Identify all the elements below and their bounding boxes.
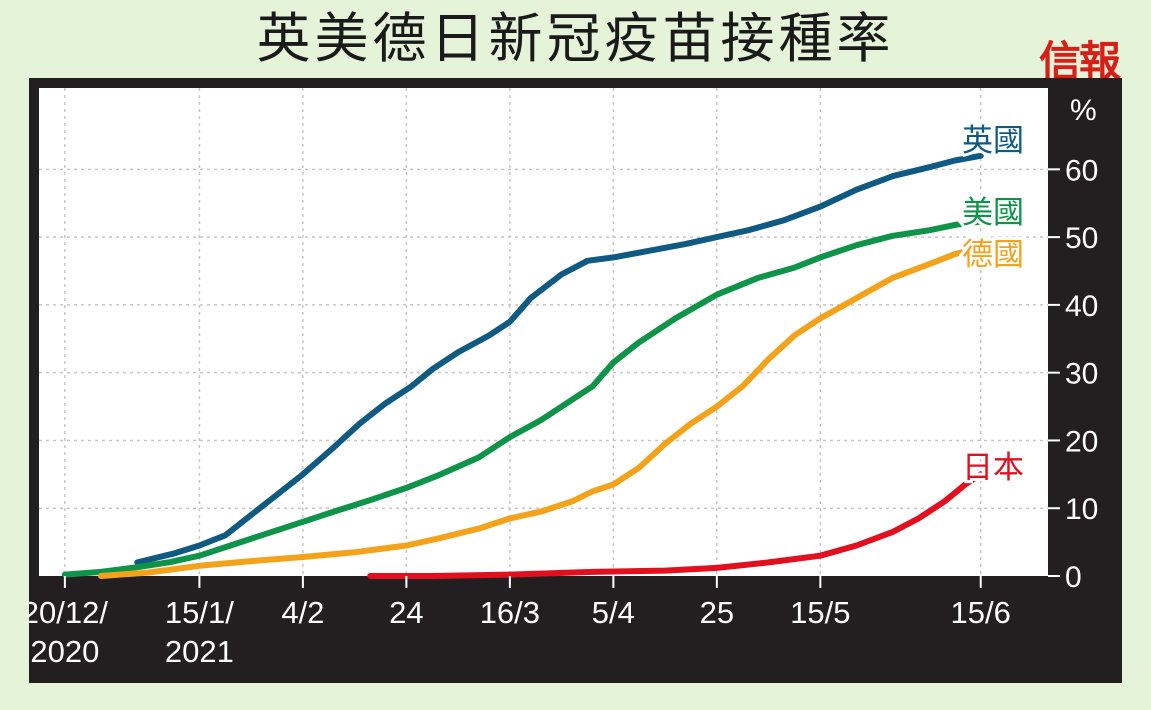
plot-area <box>39 88 1048 576</box>
x-tick-label: 5/4 <box>592 595 635 630</box>
series-line-japan <box>367 471 984 579</box>
x-tick-label: 15/5 <box>790 595 850 630</box>
x-tick-label: 2020 <box>30 634 99 669</box>
series-label-japan: 日本 <box>962 450 1024 486</box>
series-line-germany <box>98 244 984 579</box>
x-tick-label: 25 <box>700 595 734 630</box>
chart-title: 英美德日新冠疫苗接種率 <box>256 7 895 70</box>
y-axis: 0 10 20 30 40 50 60% <box>1048 94 1098 594</box>
x-tick-label: 15/1/ <box>165 595 234 630</box>
grid-lines <box>39 88 1048 576</box>
brand-logo: 信報 <box>1038 37 1121 86</box>
y-tick-label: 50 <box>1065 222 1098 255</box>
y-tick-label: 20 <box>1065 425 1098 458</box>
series-label-uk: 英國 <box>962 123 1024 159</box>
x-tick-label: 16/3 <box>480 595 540 630</box>
y-tick-label: 30 <box>1065 358 1098 391</box>
chart-panel: 0 10 20 30 40 50 60% 20/12/2020 15/1/2021 4/2 24 1… <box>29 78 1122 683</box>
x-tick-label: 20/12/ <box>29 595 108 630</box>
line-chart: 0 10 20 30 40 50 60% 20/12/2020 15/1/2021 4/2 24 1… <box>29 88 1098 669</box>
y-tick-label: 10 <box>1065 493 1098 526</box>
series-label-germany: 德國 <box>962 237 1024 273</box>
x-axis: 20/12/2020 15/1/2021 4/2 24 16/3 5/4 25 15/5 15/… <box>29 576 1011 669</box>
series-label-us: 美國 <box>962 195 1024 231</box>
y-tick-label: 40 <box>1065 290 1098 323</box>
y-tick-label: 0 <box>1065 561 1082 594</box>
series-line-uk <box>134 152 984 566</box>
y-unit-label: % <box>1070 94 1097 127</box>
x-tick-label: 2021 <box>165 634 234 669</box>
x-tick-label: 4/2 <box>281 595 324 630</box>
series-lines <box>61 152 984 579</box>
x-tick-label: 15/6 <box>951 595 1011 630</box>
x-tick-label: 24 <box>389 595 423 630</box>
series-line-us <box>61 218 984 578</box>
y-tick-label: 60 <box>1065 154 1098 187</box>
